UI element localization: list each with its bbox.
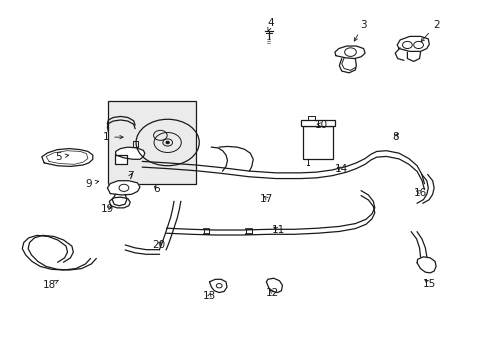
Text: 8: 8: [391, 132, 398, 142]
Bar: [108, 102, 196, 184]
Polygon shape: [396, 36, 428, 51]
Polygon shape: [41, 149, 93, 166]
Text: 1: 1: [102, 132, 123, 142]
Text: 18: 18: [42, 280, 59, 291]
Text: 10: 10: [314, 120, 327, 130]
Bar: [300, 120, 334, 126]
Polygon shape: [109, 197, 130, 208]
Circle shape: [166, 141, 169, 144]
Text: 16: 16: [413, 188, 426, 198]
Text: 7: 7: [127, 171, 133, 181]
Polygon shape: [334, 46, 365, 59]
Polygon shape: [115, 155, 126, 164]
Text: 4: 4: [267, 18, 274, 31]
Polygon shape: [107, 181, 140, 195]
Polygon shape: [209, 279, 226, 293]
Text: 19: 19: [101, 203, 114, 213]
Text: 17: 17: [260, 194, 273, 203]
Polygon shape: [416, 257, 435, 273]
Text: 6: 6: [153, 184, 160, 194]
Text: 5: 5: [55, 152, 68, 162]
Polygon shape: [116, 147, 144, 159]
Polygon shape: [266, 278, 282, 293]
Text: 3: 3: [353, 19, 366, 41]
Bar: [302, 126, 332, 159]
Text: 20: 20: [152, 240, 164, 250]
Text: 2: 2: [420, 19, 439, 41]
Text: 14: 14: [334, 164, 347, 174]
Text: 12: 12: [265, 288, 279, 297]
Text: 11: 11: [271, 225, 285, 235]
Text: 13: 13: [203, 291, 216, 301]
Text: 15: 15: [422, 279, 435, 289]
Text: 9: 9: [85, 179, 99, 189]
